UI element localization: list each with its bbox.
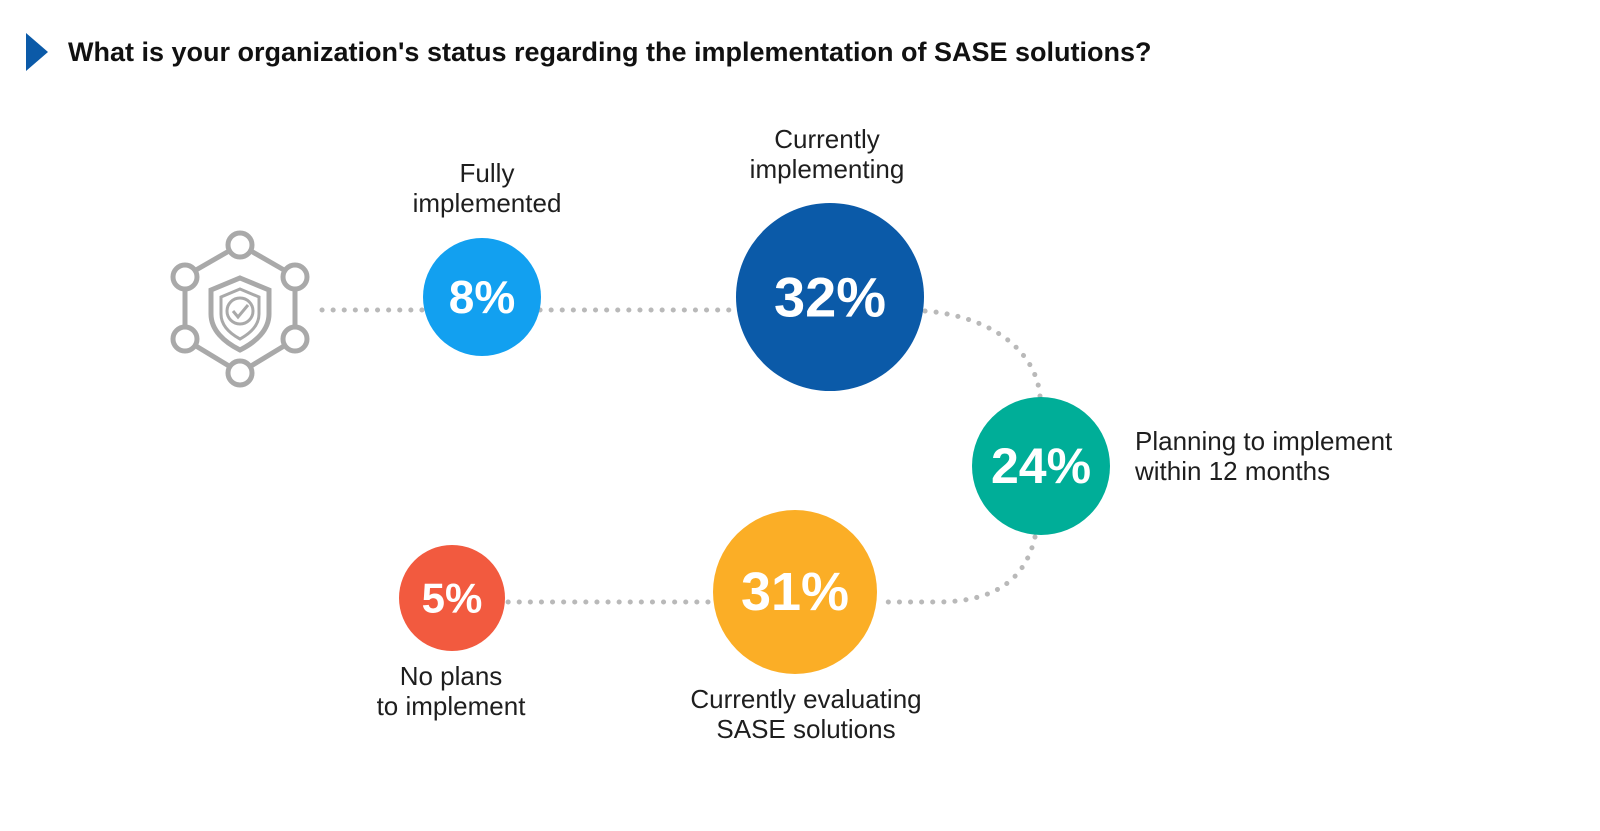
bubble-label-line: No plans [400, 661, 503, 691]
bubble-label-line: implemented [413, 188, 562, 218]
bubble-3 [713, 510, 877, 674]
bubble-label-line: SASE solutions [716, 714, 895, 744]
bubble-label-line: Currently [774, 124, 879, 154]
bubble-2 [972, 397, 1110, 535]
bubble-label-line: Planning to implement [1135, 426, 1393, 456]
bubble-label-line: implementing [750, 154, 905, 184]
bubble-value-1: 32% [774, 266, 886, 329]
title-row: What is your organization's status regar… [26, 30, 1566, 74]
bubble-1 [736, 203, 924, 391]
bubble-value-0: 8% [449, 271, 515, 323]
bubble-value-3: 31% [741, 562, 849, 622]
bubble-4 [399, 545, 505, 651]
bubble-label-2: Planning to implement within 12 months [1134, 426, 1393, 486]
bubble-label-0: Fully implemented [413, 158, 562, 218]
title-arrow-icon [26, 33, 48, 71]
bubble-label-line: within 12 months [1134, 456, 1330, 486]
bubble-label-line: to implement [377, 691, 527, 721]
shield-network-icon [170, 230, 310, 388]
bubble-label-4: No plans to implement [377, 661, 527, 721]
connector-path [319, 307, 1043, 605]
bubble-label-1: Currently implementing [750, 124, 905, 184]
bubble-label-line: Fully [460, 158, 515, 188]
bubble-0 [423, 238, 541, 356]
bubble-value-4: 5% [422, 575, 483, 622]
page-title: What is your organization's status regar… [68, 37, 1152, 67]
bubble-value-2: 24% [991, 438, 1091, 494]
bubble-label-3: Currently evaluating SASE solutions [690, 684, 921, 744]
bubble-label-line: Currently evaluating [690, 684, 921, 714]
